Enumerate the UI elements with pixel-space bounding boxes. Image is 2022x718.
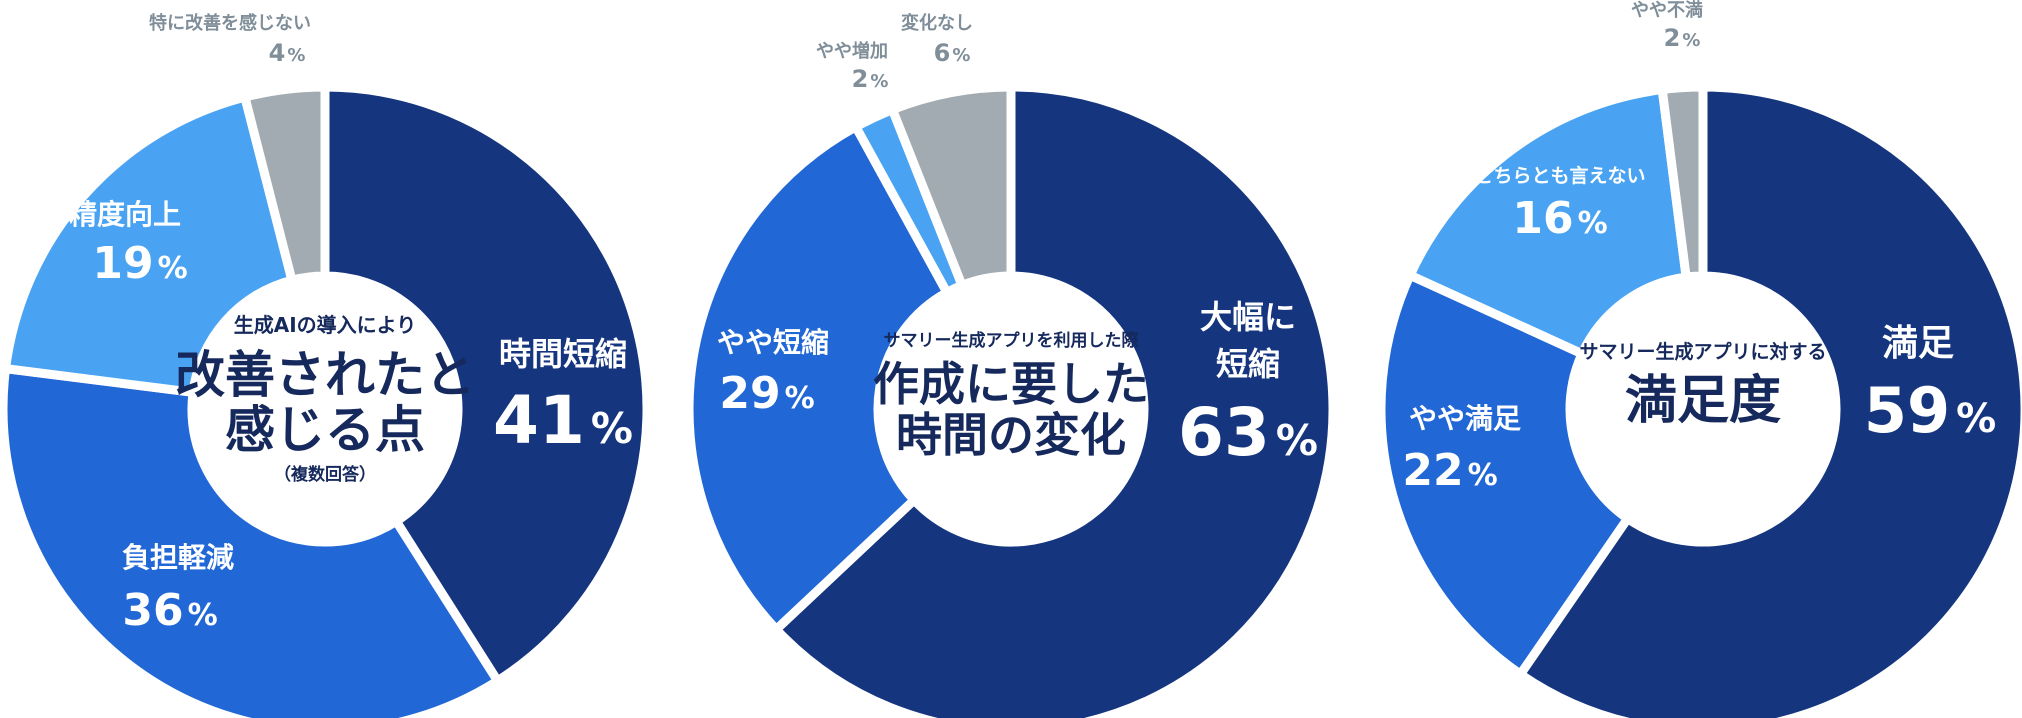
slice-label: 大幅に bbox=[1200, 298, 1296, 336]
chart-2-center-subtitle: サマリー生成アプリを利用した際 bbox=[884, 330, 1140, 351]
slice-label: 精度向上 bbox=[69, 198, 181, 231]
slice-value: 6% bbox=[934, 39, 971, 67]
slice-label: 短縮 bbox=[1216, 345, 1280, 383]
chart-3-center bbox=[1570, 276, 1836, 542]
slice-value: 19% bbox=[92, 238, 187, 289]
slice-value: 22% bbox=[1402, 445, 1497, 496]
slice-value: 63% bbox=[1178, 394, 1318, 471]
slice-value: 2% bbox=[852, 65, 889, 93]
slice-value: 4% bbox=[269, 39, 306, 67]
chart-1-center-subtitle: 生成AIの導入により bbox=[234, 313, 417, 337]
chart-1-center-title-line2: 感じる点 bbox=[225, 401, 425, 459]
chart-1-slices bbox=[0, 82, 652, 718]
slice-value: 59% bbox=[1864, 374, 1996, 447]
slice-label: やや増加 bbox=[816, 40, 888, 62]
chart-1-center-title-line1: 改善されたと bbox=[175, 346, 475, 404]
slice-label: 特に改善を感じない bbox=[149, 12, 311, 34]
slice-value: 16% bbox=[1512, 193, 1607, 244]
chart-1-center bbox=[192, 276, 458, 542]
chart-3-center-subtitle: サマリー生成アプリに対する bbox=[1579, 340, 1826, 363]
chart-2-center-title-line2: 時間の変化 bbox=[896, 408, 1126, 462]
slice-label: 満足 bbox=[1882, 323, 1954, 364]
chart-2-center bbox=[878, 276, 1144, 542]
slice-label: 変化なし bbox=[901, 12, 973, 34]
slice-label: どちらとも言えない bbox=[1474, 164, 1645, 187]
chart-3-center-title: 満足度 bbox=[1625, 371, 1781, 431]
chart-3: サマリー生成アプリに対する 満足度 満足 59% やや満足 22% どちらとも言… bbox=[1376, 0, 2022, 718]
slice-label: 負担軽減 bbox=[122, 541, 234, 574]
chart-1-center-note: （複数回答） bbox=[274, 464, 376, 485]
slice-label: やや不満 bbox=[1631, 0, 1703, 21]
slice-value: 29% bbox=[719, 368, 814, 419]
slice-value: 41% bbox=[493, 382, 633, 459]
slice-value: 2% bbox=[1664, 24, 1701, 52]
chart-2-center-title-line1: 作成に要した bbox=[873, 357, 1149, 411]
donut-slice bbox=[684, 120, 954, 636]
slice-label: やや短縮 bbox=[717, 326, 829, 359]
chart-1: 生成AIの導入により 改善されたと 感じる点 （複数回答） 時間短縮 41% 負… bbox=[0, 12, 652, 718]
slice-label: やや満足 bbox=[1409, 402, 1521, 435]
chart-2: サマリー生成アプリを利用した際 作成に要した 時間の変化 大幅に 短縮 63% … bbox=[684, 12, 1338, 718]
slice-value: 36% bbox=[122, 585, 217, 636]
slice-label: 時間短縮 bbox=[499, 335, 627, 373]
